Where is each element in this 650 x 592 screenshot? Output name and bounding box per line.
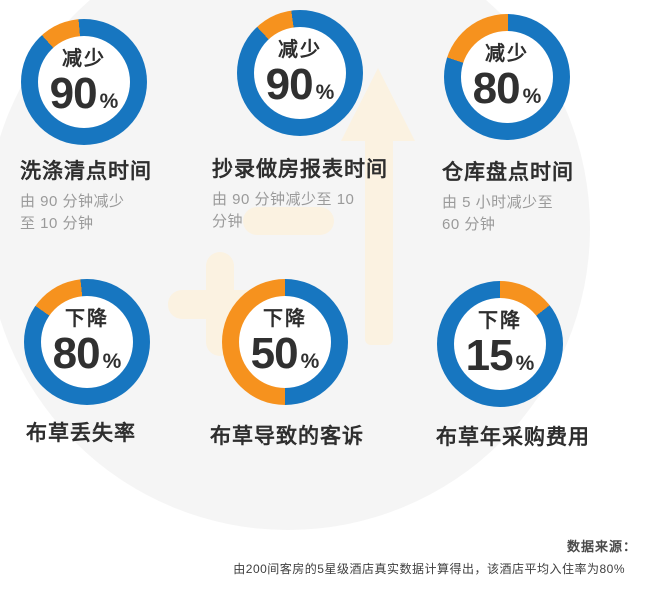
watermark-up-arrow-icon: [365, 139, 393, 345]
stat-subtitle: 由 90 分钟减少 至 10 分钟: [20, 193, 125, 232]
data-source-note: 由200间客房的5星级酒店真实数据计算得出，该酒店平均入住率为80%: [233, 562, 625, 576]
stat-title: 布草导致的客诉: [210, 425, 364, 448]
donut-chart-linen-annual-purchase-cost: 下降 15 %: [437, 281, 563, 407]
donut-center: 减少 90 %: [38, 36, 130, 128]
donut-chart-linen-loss-rate: 下降 80 %: [24, 279, 150, 405]
donut-direction-label: 减少: [62, 48, 106, 70]
donut-direction-label: 下降: [65, 308, 109, 330]
watermark-bar-icon: [243, 207, 334, 235]
donut-direction-label: 下降: [263, 308, 307, 330]
stat-subtitle: 由 90 分钟减少至 10 分钟: [212, 191, 355, 230]
donut-direction-label: 下降: [478, 310, 522, 332]
donut-value-unit: %: [515, 352, 535, 375]
donut-value-number: 90: [265, 60, 314, 109]
donut-value-unit: %: [99, 90, 119, 113]
donut-value-number: 80: [52, 329, 101, 378]
donut-value-number: 80: [472, 64, 521, 113]
donut-center: 下降 50 %: [239, 296, 331, 388]
donut-value: 50 %: [251, 332, 320, 376]
donut-value: 90 %: [50, 72, 119, 116]
donut-value-unit: %: [315, 81, 335, 104]
stat-title: 布草丢失率: [26, 422, 136, 445]
donut-value: 15 %: [466, 334, 535, 378]
stat-subtitle: 由 5 小时减少至 60 分钟: [442, 194, 554, 233]
donut-value-unit: %: [102, 350, 122, 373]
donut-value-unit: %: [522, 85, 542, 108]
donut-value: 80 %: [473, 67, 542, 111]
stat-title: 抄录做房报表时间: [212, 158, 388, 181]
donut-center: 减少 80 %: [461, 31, 553, 123]
donut-chart-linen-complaints: 下降 50 %: [222, 279, 348, 405]
donut-chart-laundry-count-time: 减少 90 %: [21, 19, 147, 145]
donut-value: 80 %: [53, 332, 122, 376]
donut-chart-room-report-time: 减少 90 %: [237, 10, 363, 136]
donut-value-number: 50: [250, 329, 299, 378]
stat-title: 仓库盘点时间: [442, 161, 574, 184]
data-source-label: 数据来源：: [566, 539, 637, 554]
stat-title: 洗涤清点时间: [20, 160, 152, 183]
donut-value: 90 %: [266, 63, 335, 107]
donut-center: 下降 15 %: [454, 298, 546, 390]
donut-direction-label: 减少: [278, 39, 322, 61]
donut-center: 减少 90 %: [254, 27, 346, 119]
donut-value-number: 90: [49, 69, 98, 118]
donut-center: 下降 80 %: [41, 296, 133, 388]
donut-direction-label: 减少: [485, 43, 529, 65]
stat-title: 布草年采购费用: [436, 426, 590, 449]
donut-chart-warehouse-inventory-time: 减少 80 %: [444, 14, 570, 140]
donut-value-unit: %: [300, 350, 320, 373]
donut-value-number: 15: [465, 331, 514, 380]
